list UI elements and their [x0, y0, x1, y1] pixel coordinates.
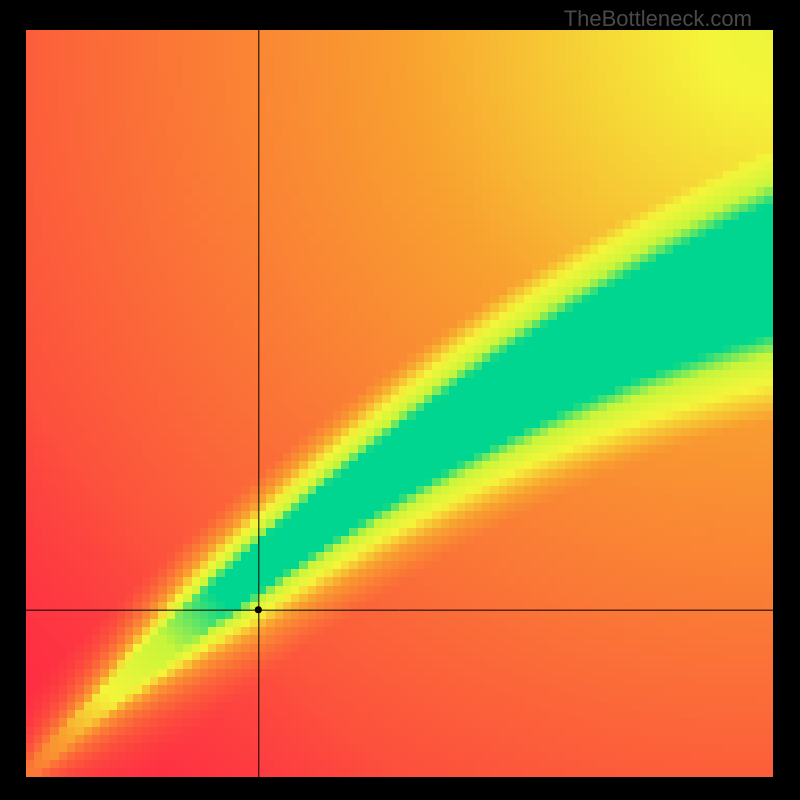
watermark-text: TheBottleneck.com — [564, 6, 752, 32]
heatmap-canvas — [26, 30, 773, 777]
heatmap-plot — [26, 30, 773, 777]
